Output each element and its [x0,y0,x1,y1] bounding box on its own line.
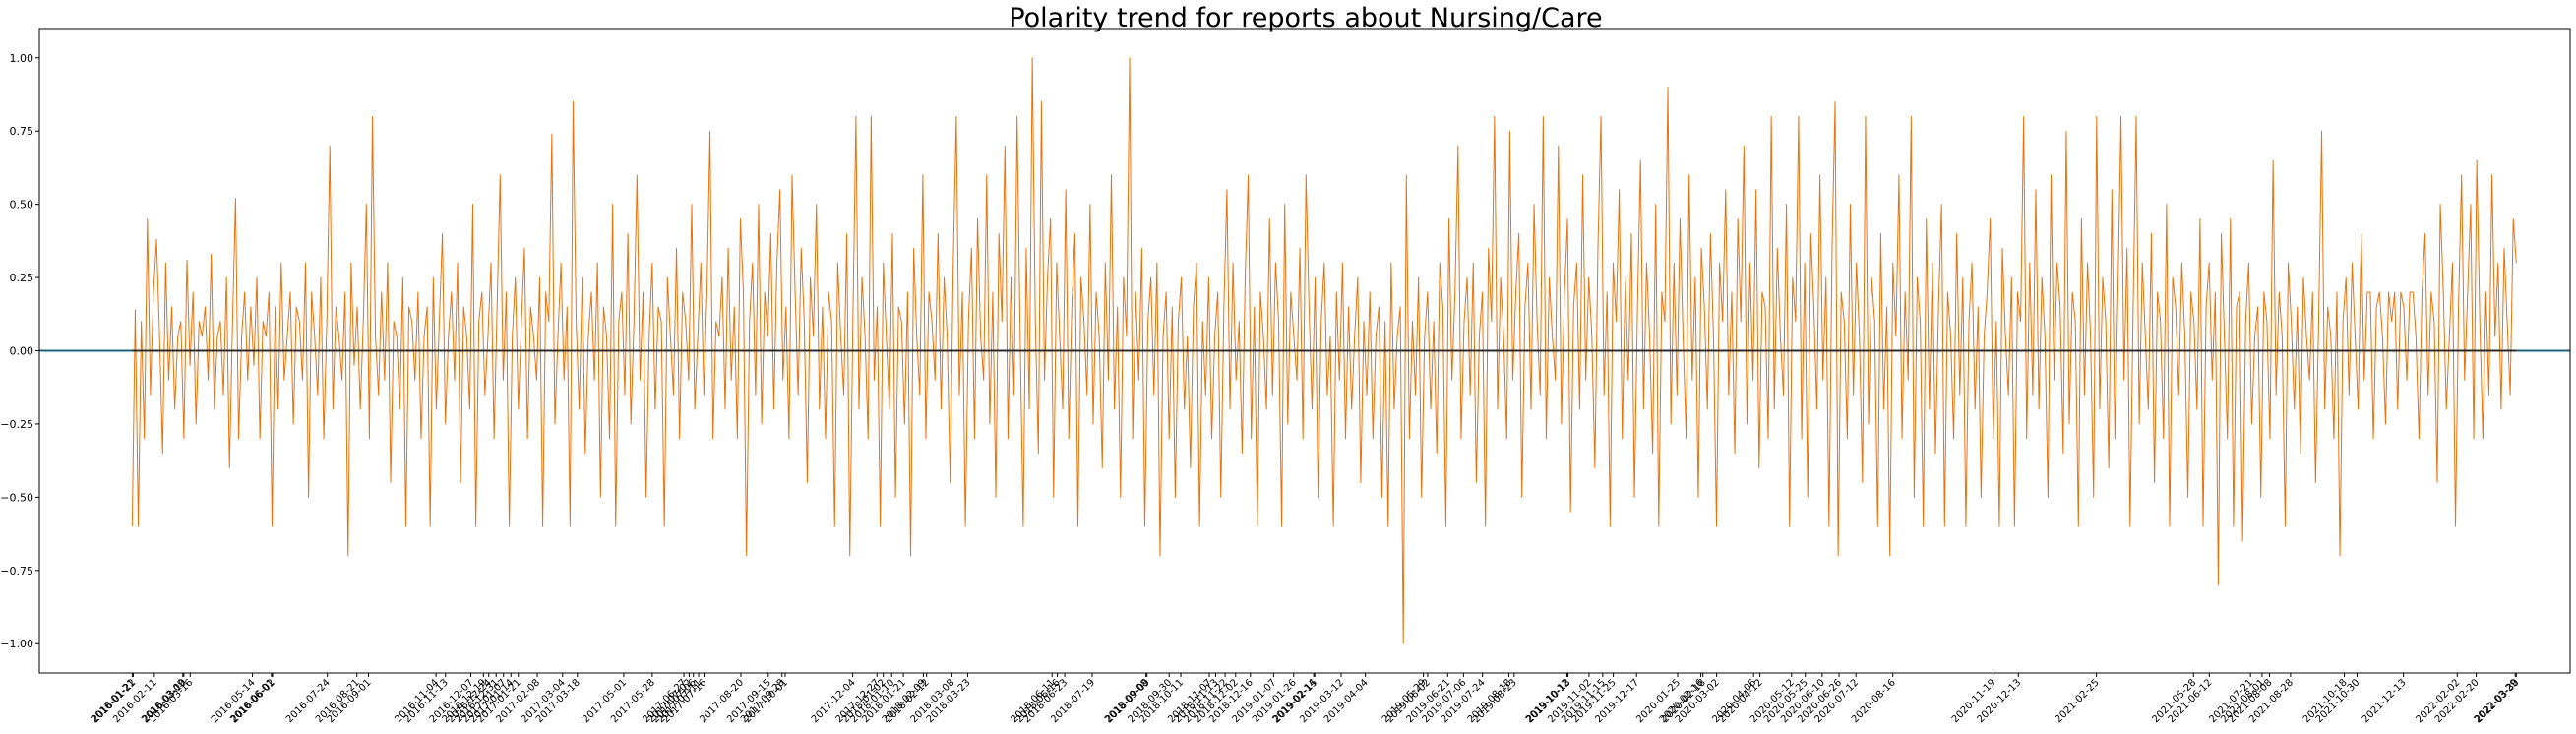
y-tick-label: 1.00 [10,52,34,65]
y-tick-label: −0.25 [0,418,33,431]
y-tick-label: −0.50 [0,491,33,504]
y-tick-label: −0.75 [0,565,33,578]
y-tick-label: −1.00 [0,638,33,650]
y-axis: −1.00 −0.75 −0.50 −0.25 0.00 0.25 0.50 0.75 1.00 [0,52,39,650]
y-tick-label: 0.25 [10,272,34,284]
y-tick-label: 0.50 [10,199,34,212]
y-tick-label: 0.00 [10,345,34,358]
plot-frame [38,28,2571,674]
y-tick-label: 0.75 [10,125,34,138]
